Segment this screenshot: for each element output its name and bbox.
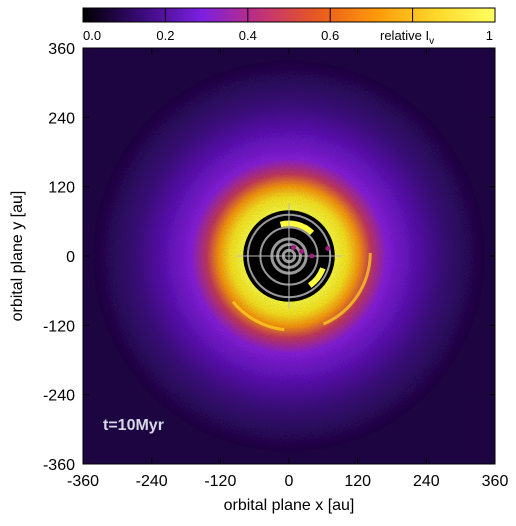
colorbar-tick-label: 1 — [486, 28, 493, 43]
x-tick-label: -360 — [67, 473, 99, 490]
y-tick-label: -360 — [43, 457, 75, 474]
x-tick-label: 0 — [285, 473, 294, 490]
colorbar: 0.0 0.2 0.4 0.6 1 relative Iv — [82, 7, 496, 47]
x-tick-label: 360 — [482, 473, 509, 490]
colorbar-tick-labels: 0.0 0.2 0.4 0.6 1 — [83, 28, 493, 43]
colorbar-label-subscript: v — [429, 36, 434, 47]
y-tick-label: 360 — [48, 41, 75, 58]
x-tick-label: 240 — [413, 473, 440, 490]
colorbar-label-main: relative I — [380, 28, 429, 43]
y-tick-label: 240 — [48, 110, 75, 127]
colorbar-tick-label: 0.0 — [83, 28, 101, 43]
y-axis-ticks: 360 240 120 0 -120 -240 -360 — [43, 41, 495, 474]
y-axis-label: orbital plane y [au] — [9, 191, 26, 322]
planet-marker — [309, 253, 315, 259]
colorbar-ticks — [164, 8, 414, 22]
y-tick-label: -240 — [43, 388, 75, 405]
outer-ring-arc — [214, 174, 372, 332]
y-tick-label: 0 — [66, 249, 75, 266]
colorbar-gradient — [82, 7, 496, 23]
plot-area — [83, 48, 495, 464]
colorbar-tick-label: 0.6 — [321, 28, 339, 43]
x-tick-label: -240 — [136, 473, 168, 490]
colorbar-label: relative Iv — [380, 28, 434, 47]
y-tick-label: 120 — [48, 180, 75, 197]
x-tick-label: -120 — [204, 473, 236, 490]
colorbar-tick-label: 0.4 — [239, 28, 257, 43]
crosshair — [236, 203, 342, 309]
y-tick-label: -120 — [43, 318, 75, 335]
time-label: t=10Myr — [103, 417, 164, 434]
planet-marker — [291, 244, 297, 250]
planets — [291, 244, 331, 259]
planet-marker — [325, 245, 331, 251]
x-tick-label: 120 — [344, 473, 371, 490]
dust-clump-right — [308, 267, 326, 288]
dust-clump-top — [279, 220, 315, 235]
colorbar-tick-label: 0.2 — [156, 28, 174, 43]
planet-marker — [299, 248, 305, 254]
x-axis-label: orbital plane x [au] — [224, 497, 355, 514]
x-axis-ticks: -360 -240 -120 0 120 240 360 — [67, 48, 508, 490]
